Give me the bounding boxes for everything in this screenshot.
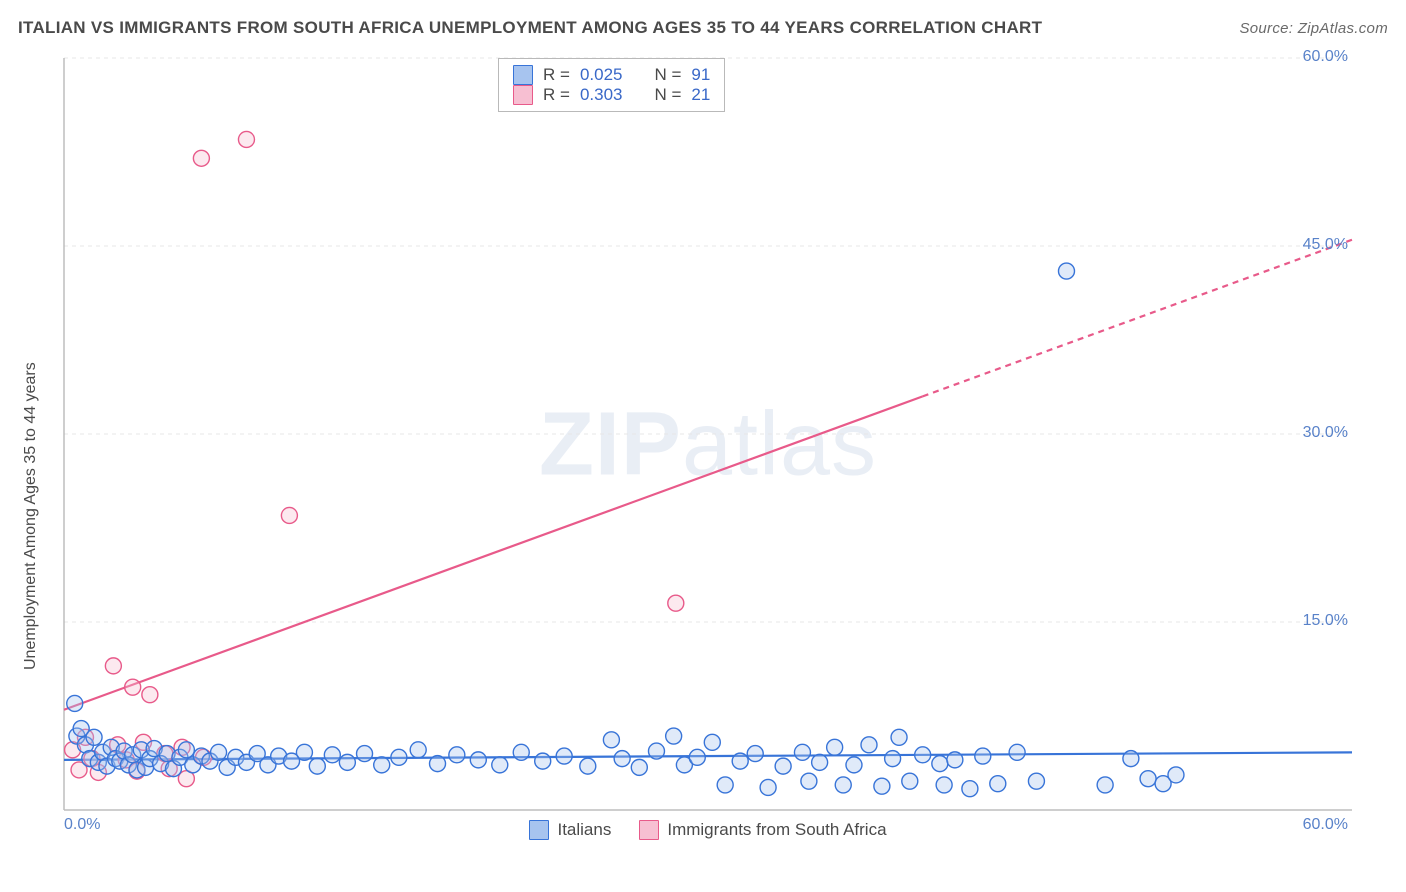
stats-row-italians: R = 0.025 N = 91 bbox=[513, 65, 710, 85]
legend-item-south-africa: Immigrants from South Africa bbox=[639, 820, 886, 840]
y-tick-label: 60.0% bbox=[1303, 48, 1348, 66]
legend: Italians Immigrants from South Africa bbox=[58, 820, 1358, 840]
stats-row-south-africa: R = 0.303 N = 21 bbox=[513, 85, 710, 105]
stats-legend-box: R = 0.025 N = 91 R = 0.303 N = 21 bbox=[498, 58, 725, 112]
legend-label-italians: Italians bbox=[557, 820, 611, 840]
swatch-italians-icon bbox=[513, 65, 533, 85]
y-tick-label: 15.0% bbox=[1303, 612, 1348, 630]
swatch-south-africa-icon bbox=[513, 85, 533, 105]
chart-container: Unemployment Among Ages 35 to 44 years Z… bbox=[58, 50, 1358, 840]
y-tick-label: 30.0% bbox=[1303, 424, 1348, 442]
legend-label-south-africa: Immigrants from South Africa bbox=[667, 820, 886, 840]
legend-swatch-italians-icon bbox=[529, 820, 549, 840]
legend-item-italians: Italians bbox=[529, 820, 611, 840]
scatter-chart bbox=[58, 50, 1358, 840]
chart-title: ITALIAN VS IMMIGRANTS FROM SOUTH AFRICA … bbox=[18, 18, 1042, 38]
source-attribution: Source: ZipAtlas.com bbox=[1239, 20, 1388, 37]
y-tick-label: 45.0% bbox=[1303, 236, 1348, 254]
y-axis-label: Unemployment Among Ages 35 to 44 years bbox=[22, 362, 40, 670]
legend-swatch-south-africa-icon bbox=[639, 820, 659, 840]
